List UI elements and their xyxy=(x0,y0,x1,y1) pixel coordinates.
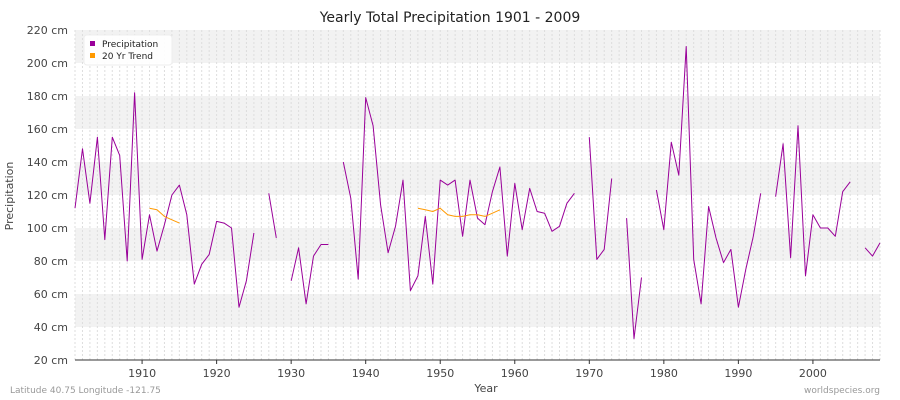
series-line-segment xyxy=(588,137,613,260)
series-line-segment xyxy=(290,244,329,305)
vertical-gridlines xyxy=(74,30,881,360)
series-trend xyxy=(149,207,501,224)
legend: Precipitation 20 Yr Trend xyxy=(83,34,173,66)
legend-swatch-trend xyxy=(90,53,95,58)
x-tick-label: 1920 xyxy=(203,367,231,380)
series-line-segment xyxy=(342,97,575,292)
y-tick-label: 180 cm xyxy=(27,90,68,103)
series-line-segment xyxy=(74,92,255,308)
y-tick-label: 40 cm xyxy=(34,321,68,334)
y-tick-label: 80 cm xyxy=(34,255,68,268)
y-tick-label: 160 cm xyxy=(27,123,68,136)
y-tick-label: 100 cm xyxy=(27,222,68,235)
legend-swatch-precipitation xyxy=(90,41,95,46)
x-tick-label: 1990 xyxy=(724,367,752,380)
y-axis-ticks: 20 cm 40 cm 60 cm 80 cm 100 cm 120 cm 140 cm 16… xyxy=(27,24,68,367)
plot-band xyxy=(75,228,880,261)
series-line-segment xyxy=(417,207,501,217)
series-line-segment xyxy=(864,242,881,257)
y-tick-label: 140 cm xyxy=(27,156,68,169)
plot-band xyxy=(75,96,880,129)
footer-coordinates: Latitude 40.75 Longitude -121.75 xyxy=(10,386,161,396)
legend-label-trend: 20 Yr Trend xyxy=(102,52,153,62)
y-tick-label: 120 cm xyxy=(27,189,68,202)
legend-label-precipitation: Precipitation xyxy=(102,40,158,50)
y-tick-label: 20 cm xyxy=(34,354,68,367)
footer-source: worldspecies.org xyxy=(804,386,880,396)
series-line-segment xyxy=(268,193,277,238)
legend-box xyxy=(83,34,173,66)
x-tick-label: 1950 xyxy=(426,367,454,380)
plot-band xyxy=(75,261,880,294)
x-tick-label: 1930 xyxy=(277,367,305,380)
series-line-segment xyxy=(655,46,762,308)
x-tick-label: 1940 xyxy=(352,367,380,380)
x-tick-label: 1970 xyxy=(575,367,603,380)
y-tick-label: 60 cm xyxy=(34,288,68,301)
plot-band xyxy=(75,129,880,162)
x-tick-label: 2000 xyxy=(799,367,827,380)
x-axis-label: Year xyxy=(473,382,498,395)
series-line-segment xyxy=(626,218,642,340)
y-tick-label: 220 cm xyxy=(27,24,68,37)
x-tick-label: 1910 xyxy=(128,367,156,380)
series-line-segment xyxy=(149,207,180,224)
x-axis-ticks: 1910 1920 1930 1940 1950 1960 1970 1980 1990 2000 xyxy=(128,360,827,380)
series-precipitation xyxy=(74,46,881,340)
series-layer xyxy=(74,46,881,340)
x-tick-label: 1980 xyxy=(650,367,678,380)
series-line-segment xyxy=(775,125,851,277)
y-tick-label: 200 cm xyxy=(27,57,68,70)
x-tick-label: 1960 xyxy=(501,367,529,380)
chart-title: Yearly Total Precipitation 1901 - 2009 xyxy=(319,10,581,26)
y-axis-label: Precipitation xyxy=(3,162,16,231)
